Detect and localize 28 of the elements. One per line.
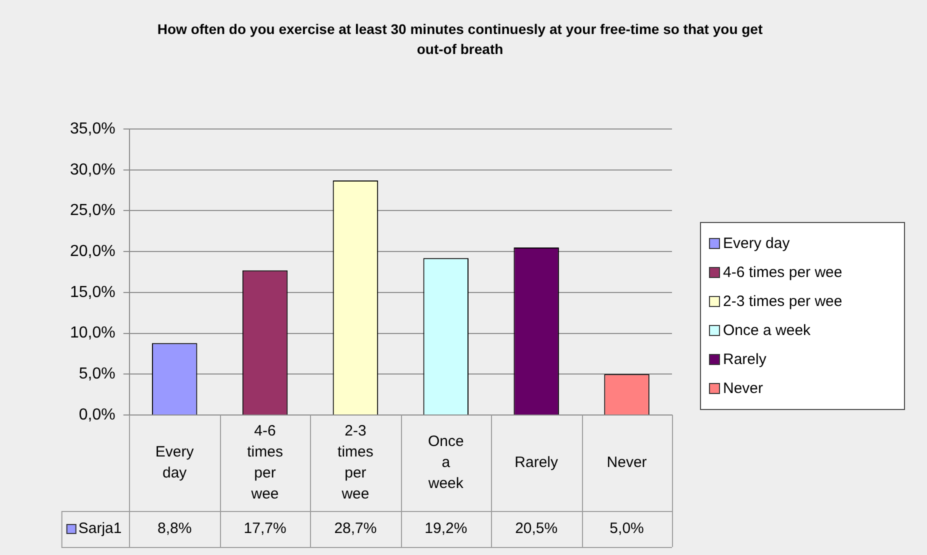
y-tick-label: 30,0% (70, 161, 116, 178)
category-label: Every day (723, 235, 790, 252)
y-tick-label: 5,0% (78, 366, 116, 383)
y-tick-label: 15,0% (70, 284, 116, 301)
x-tick-label: 2-3 times per wee (338, 422, 374, 503)
chart-title: How often do you exercise at least 30 minutes continuesly at your free-time so that you get out-of breath (157, 20, 763, 57)
data-label: 19,2% (424, 520, 468, 538)
y-tick-label: 25,0% (70, 202, 116, 220)
category-label: 4-6 times per wee (723, 264, 842, 281)
y-tick-label: 0,0% (78, 406, 116, 424)
y-tick-label: 10,0% (70, 324, 116, 342)
data-label: 20,5% (515, 520, 558, 538)
data-label: 17,7% (244, 520, 286, 538)
data-label: 5,0% (610, 520, 644, 538)
data-label: 28,7% (334, 520, 377, 538)
data-label: 8,8% (157, 520, 192, 538)
y-tick-label: 35,0% (70, 120, 116, 138)
legend-label: Sarja1 (78, 520, 122, 538)
x-tick-label: Never (606, 454, 647, 472)
category-label: 2-3 times per wee (723, 293, 842, 310)
x-tick-label: Once a week (427, 433, 464, 492)
y-tick-label: 20,0% (70, 242, 116, 260)
x-tick-label: Rarely (514, 454, 559, 472)
category-label: Never (723, 380, 764, 397)
category-label: Rarely (723, 351, 766, 368)
x-tick-label: Every day (155, 444, 194, 482)
x-tick-label: 4-6 times per wee (247, 422, 283, 503)
category-label: Once a week (723, 322, 811, 339)
